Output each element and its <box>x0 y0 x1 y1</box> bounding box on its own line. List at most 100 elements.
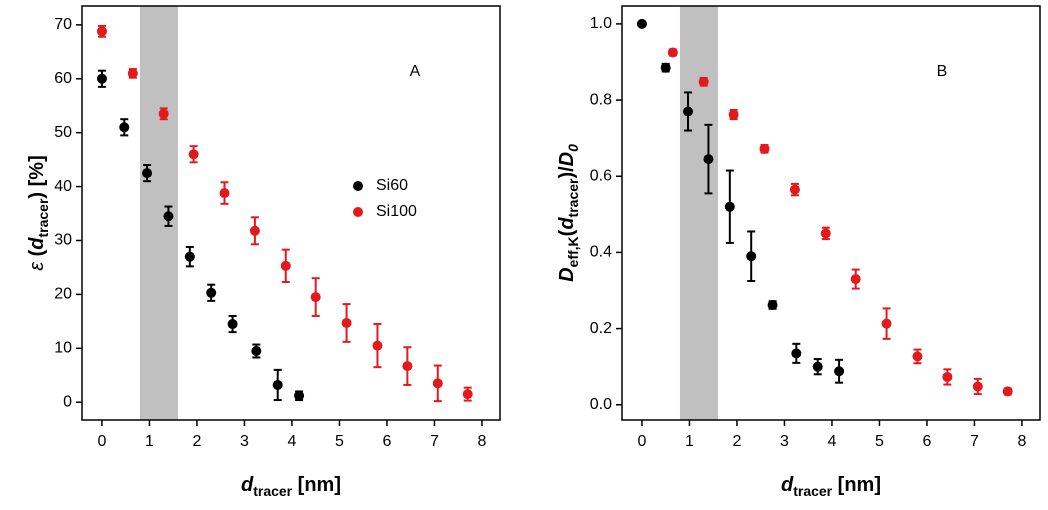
x-tick-label: 4 <box>827 433 836 450</box>
data-point <box>820 228 831 239</box>
legend-label: Si100 <box>376 203 417 220</box>
x-axis-label: dtracer [nm] <box>241 474 341 498</box>
y-tick-label: 40 <box>54 178 72 195</box>
data-point <box>789 184 800 195</box>
y-tick-label: 20 <box>54 286 72 303</box>
data-point <box>96 73 107 84</box>
x-axis-label: dtracer [nm] <box>781 474 881 498</box>
label-part: d <box>241 474 254 496</box>
x-tick-label: 4 <box>287 433 296 450</box>
data-point <box>791 348 802 359</box>
legend-label: Si60 <box>376 177 408 194</box>
x-tick-label: 7 <box>970 433 979 450</box>
data-point <box>402 361 413 372</box>
x-tick-label: 2 <box>732 433 741 450</box>
data-point <box>660 62 671 73</box>
panel-label: B <box>937 63 948 80</box>
label-part: tracer <box>565 178 581 217</box>
y-tick-label: 30 <box>54 232 72 249</box>
x-tick-label: 3 <box>240 433 249 450</box>
plot-frame <box>81 5 501 421</box>
x-tick-label: 8 <box>1017 433 1026 450</box>
x-tick-label: 5 <box>335 433 344 450</box>
data-point <box>251 346 262 356</box>
data-point <box>1002 386 1013 397</box>
data-point <box>219 188 230 199</box>
label-part: d <box>26 237 48 250</box>
x-tick-label: 0 <box>97 433 106 450</box>
data-point <box>119 122 130 133</box>
x-tick-label: 2 <box>192 433 201 450</box>
data-point <box>142 168 153 179</box>
x-tick-label: 6 <box>382 433 391 450</box>
data-point <box>834 366 845 377</box>
y-tick-label: 0.0 <box>590 396 612 413</box>
x-tick-label: 7 <box>430 433 439 450</box>
y-tick-label: 0.2 <box>590 320 612 337</box>
label-part: ( <box>26 249 48 262</box>
data-point <box>850 274 861 285</box>
label-part: ( <box>556 229 578 236</box>
label-part: d <box>781 474 794 496</box>
data-point <box>163 211 174 222</box>
y-tick-label: 50 <box>54 124 72 141</box>
data-point <box>728 109 739 120</box>
label-part: D <box>556 152 578 166</box>
data-point <box>206 287 217 298</box>
data-point <box>310 292 321 303</box>
label-part: eff,K <box>565 236 581 267</box>
legend-marker <box>353 207 363 217</box>
data-point <box>372 340 383 351</box>
label-part: tracer <box>35 198 51 237</box>
y-axis-label: Deff,K(dtracer)/D0 <box>556 144 580 282</box>
y-tick-label: 0.4 <box>590 244 612 261</box>
label-part: D <box>556 267 578 281</box>
data-point <box>942 371 953 382</box>
data-point <box>188 149 199 160</box>
x-tick-label: 1 <box>685 433 694 450</box>
label-part: )/ <box>556 166 578 179</box>
data-point <box>912 351 923 362</box>
data-point <box>881 318 892 329</box>
data-point <box>636 18 647 29</box>
label-part: ε <box>26 261 48 271</box>
x-tick-label: 8 <box>477 433 486 450</box>
data-point <box>759 143 770 154</box>
data-point <box>812 361 823 372</box>
y-tick-label: 60 <box>54 70 72 87</box>
label-part: [nm] <box>292 474 341 496</box>
data-point <box>280 260 291 271</box>
data-point <box>158 108 169 119</box>
data-point <box>341 317 352 328</box>
data-point <box>96 26 107 37</box>
data-point <box>667 47 678 58</box>
data-point <box>249 225 260 236</box>
x-tick-label: 1 <box>145 433 154 450</box>
data-point <box>127 68 138 79</box>
data-point <box>724 201 735 212</box>
y-tick-label: 10 <box>54 340 72 357</box>
shaded-region <box>679 6 718 420</box>
data-point <box>184 251 195 262</box>
x-tick-label: 5 <box>875 433 884 450</box>
label-part: 0 <box>565 144 581 152</box>
y-tick-label: 0 <box>63 393 72 410</box>
data-point <box>698 76 709 87</box>
y-tick-label: 1.0 <box>590 15 612 32</box>
data-point <box>227 319 238 330</box>
y-tick-label: 0.6 <box>590 167 612 184</box>
data-point <box>703 154 714 165</box>
data-point <box>972 381 983 392</box>
x-tick-label: 6 <box>922 433 931 450</box>
data-point <box>683 106 694 117</box>
data-point <box>432 378 443 389</box>
y-tick-label: 0.8 <box>590 91 612 108</box>
plot-frame <box>621 5 1041 421</box>
legend-marker <box>353 181 363 191</box>
data-point <box>294 390 305 401</box>
x-tick-label: 0 <box>637 433 646 450</box>
label-part: d <box>556 217 578 230</box>
y-axis-label: ε (dtracer) [%] <box>26 155 50 270</box>
